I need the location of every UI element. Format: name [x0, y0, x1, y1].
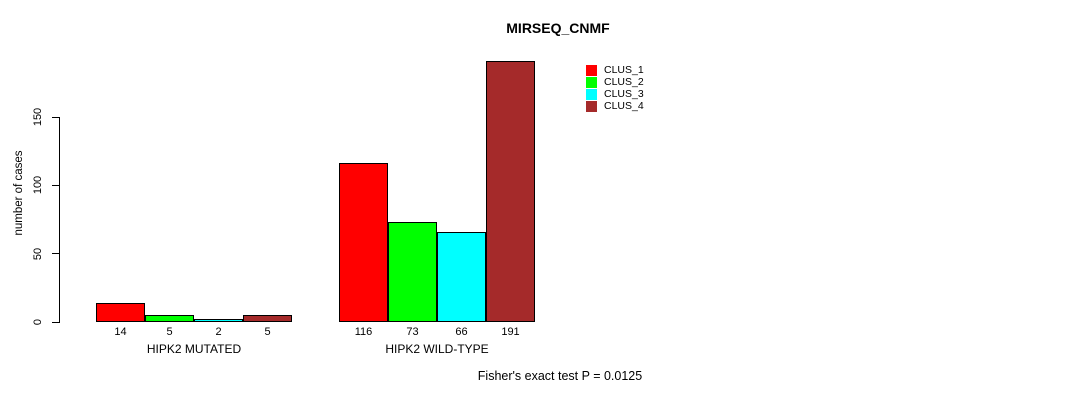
legend-swatch-clus_1 [586, 64, 597, 76]
group-label-2: HIPK2 WILD-TYPE [385, 342, 489, 356]
bar-clus_3-group2 [437, 232, 486, 322]
bar-clus_2-group2 [388, 222, 437, 322]
bar-value-label: 66 [455, 326, 468, 338]
y-tick-label-0: 0 [32, 318, 44, 326]
bar-clus_1-group2 [339, 163, 388, 322]
bar-value-label: 14 [114, 326, 127, 338]
bar-clus_2-group1 [145, 315, 194, 322]
y-tick-label-150: 150 [32, 107, 44, 127]
bar-clus_3-group1 [194, 319, 243, 322]
y-tick-mark-0 [52, 321, 59, 323]
y-tick-mark-50 [52, 253, 59, 255]
y-tick-label-50: 50 [32, 247, 44, 260]
y-axis-title: number of cases [13, 150, 25, 236]
bar-value-label: 5 [166, 326, 173, 338]
legend-swatch-clus_3 [586, 88, 597, 100]
bar-value-label: 191 [501, 326, 520, 338]
bar-clus_4-group2 [486, 61, 535, 322]
bar-clus_1-group1 [96, 303, 145, 322]
legend-item-clus_2: CLUS_2 [586, 76, 644, 88]
legend-label: CLUS_4 [604, 100, 644, 112]
legend-swatch-clus_2 [586, 76, 597, 88]
legend-item-clus_4: CLUS_4 [586, 100, 644, 112]
group-label-1: HIPK2 MUTATED [146, 342, 242, 356]
legend-swatch-clus_4 [586, 100, 597, 112]
legend-label: CLUS_3 [604, 88, 644, 100]
bar-value-label: 2 [215, 326, 222, 338]
bar-clus_4-group1 [243, 315, 292, 322]
y-tick-mark-150 [52, 116, 59, 118]
legend-item-clus_1: CLUS_1 [586, 64, 644, 76]
bar-value-label: 73 [406, 326, 419, 338]
legend-item-clus_3: CLUS_3 [586, 88, 644, 100]
bar-value-label: 5 [264, 326, 271, 338]
y-tick-label-100: 100 [32, 176, 44, 195]
legend-label: CLUS_2 [604, 76, 644, 88]
chart-title: MIRSEQ_CNMF [506, 20, 610, 36]
y-axis-line [59, 117, 60, 323]
annotation-fisher-test: Fisher's exact test P = 0.0125 [477, 369, 643, 383]
bar-value-label: 116 [354, 326, 373, 338]
y-tick-mark-100 [52, 184, 59, 186]
legend-label: CLUS_1 [604, 64, 644, 76]
legend: CLUS_1 CLUS_2 CLUS_3 CLUS_4 [586, 64, 644, 112]
